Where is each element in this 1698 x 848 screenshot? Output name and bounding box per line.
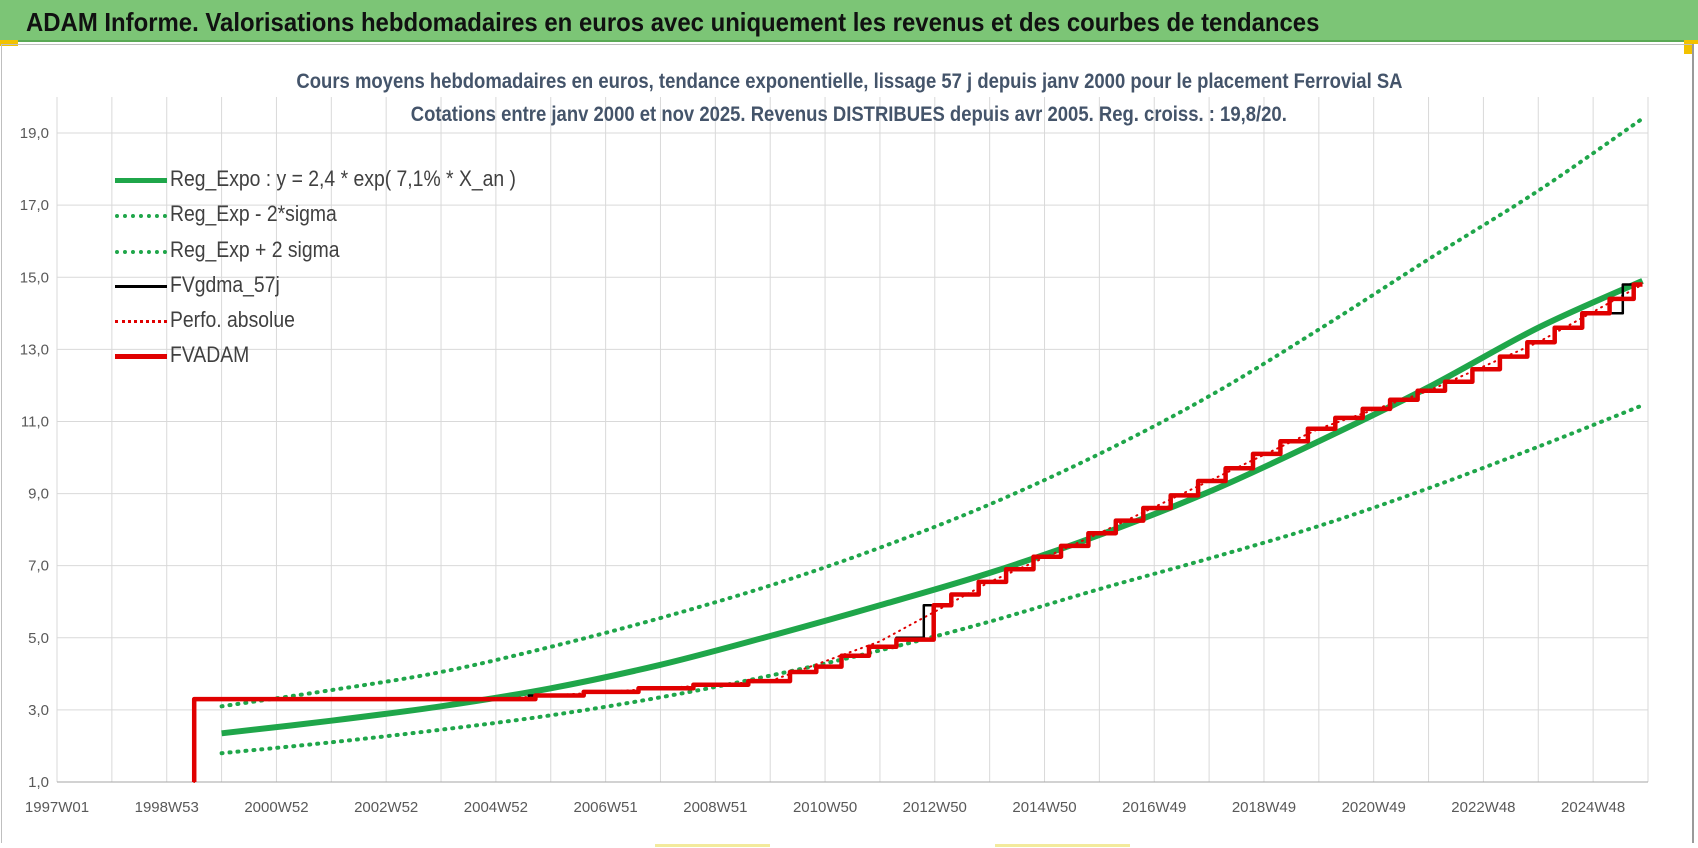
legend-swatch-fvadam — [115, 354, 167, 360]
legend-label-fvadam: FVADAM — [170, 342, 250, 368]
y-tick-label: 9,0 — [28, 486, 49, 503]
y-tick-label: 1,0 — [28, 774, 49, 791]
x-tick-label: 2010W50 — [793, 799, 857, 816]
x-tick-label: 2016W49 — [1122, 799, 1186, 816]
x-tick-label: 2020W49 — [1342, 799, 1406, 816]
legend-label-reg-expo: Reg_Expo : y = 2,4 * exp( 7,1% * X_an ) — [170, 166, 517, 191]
x-tick-label: 1997W01 — [25, 799, 89, 816]
x-tick-label: 1998W53 — [135, 799, 199, 816]
x-tick-label: 2006W51 — [574, 799, 638, 816]
series-line-reg-exp-plus — [219, 116, 1645, 709]
legend-label-reg-exp-plus: Reg_Exp + 2 sigma — [170, 236, 340, 262]
y-tick-label: 13,0 — [20, 341, 49, 358]
x-tick-label: 2008W51 — [683, 799, 747, 816]
x-tick-label: 2024W48 — [1561, 799, 1625, 816]
legend-swatch-reg-exp-plus — [115, 249, 167, 254]
y-tick-label: 17,0 — [20, 197, 49, 214]
legend-label-perfo-absolue: Perfo. absolue — [170, 307, 295, 333]
series-line-fvadam — [191, 282, 1643, 782]
x-tick-label: 2012W50 — [903, 799, 967, 816]
legend-swatch-reg-expo — [115, 178, 167, 183]
y-tick-label: 19,0 — [20, 125, 49, 142]
y-tick-label: 7,0 — [28, 558, 49, 575]
legend-swatch-fvgdma — [115, 284, 167, 288]
series-line-reg-expo — [221, 278, 1644, 737]
y-tick-label: 11,0 — [21, 413, 49, 430]
y-tick-label: 15,0 — [20, 269, 49, 286]
x-tick-label: 2004W52 — [464, 799, 528, 816]
bottom-strip — [0, 843, 1698, 848]
right-edge-bar — [1692, 44, 1698, 848]
y-tick-label: 3,0 — [28, 702, 49, 719]
chart-title-line2: Cotations entre janv 2000 et nov 2025. R… — [410, 103, 1288, 126]
x-tick-label: 2018W49 — [1232, 799, 1296, 816]
report-header: ADAM Informe. Valorisations hebdomadaire… — [0, 0, 1698, 54]
legend-swatch-reg-exp-minus — [115, 214, 167, 219]
bottom-highlight-2 — [995, 844, 1130, 847]
series-line-reg-exp-minus — [219, 403, 1645, 756]
x-tick-label: 2022W48 — [1451, 799, 1515, 816]
report-title: ADAM Informe. Valorisations hebdomadaire… — [26, 7, 1320, 37]
chart-title-line1: Cours moyens hebdomadaires en euros, ten… — [295, 70, 1403, 93]
y-tick-label: 5,0 — [28, 630, 49, 647]
x-tick-label: 2002W52 — [354, 799, 418, 816]
legend-label-reg-exp-minus: Reg_Exp - 2*sigma — [170, 201, 337, 227]
legend-swatch-perfo-absolue — [115, 320, 167, 324]
legend-label-fvgdma: FVgdma_57j — [170, 271, 280, 297]
x-tick-label: 2000W52 — [244, 799, 308, 816]
header-corner-accent-left — [0, 40, 18, 46]
x-tick-label: 2014W50 — [1012, 799, 1076, 816]
bottom-highlight-1 — [655, 844, 770, 847]
